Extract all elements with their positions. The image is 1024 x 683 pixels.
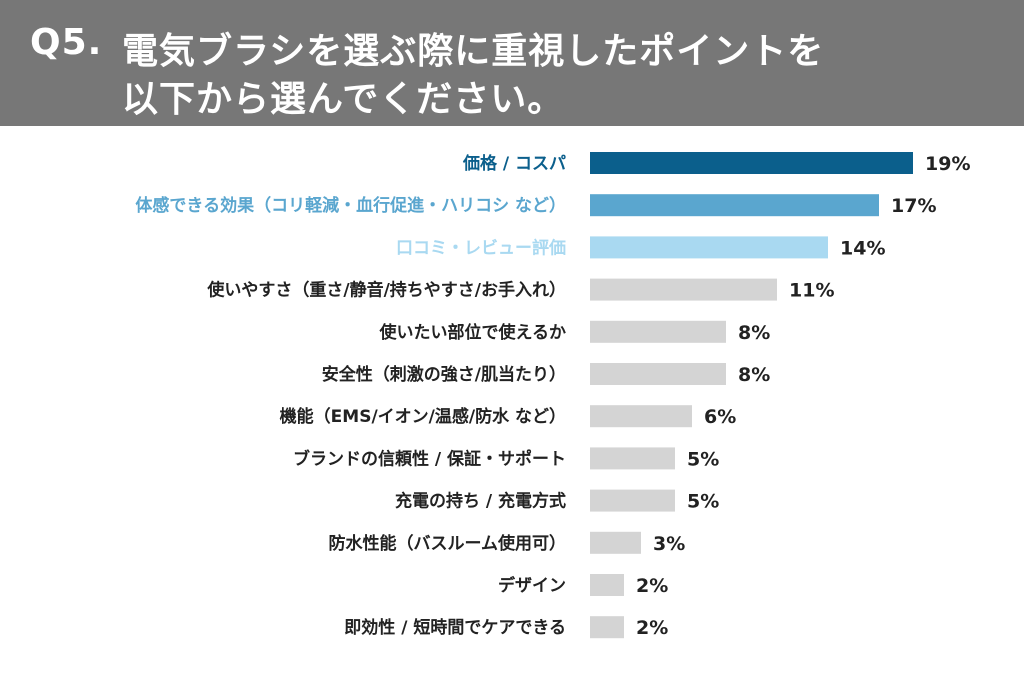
category-label: 防水性能（バスルーム使用可） — [329, 533, 567, 554]
bar — [590, 152, 913, 174]
value-label: 17% — [891, 195, 936, 217]
bar — [590, 405, 692, 428]
question-header: Q5. 電気ブラシを選ぶ際に重視したポイントを 以下から選んでください。 — [0, 0, 1024, 126]
bar — [590, 236, 828, 259]
category-label: 安全性（刺激の強さ/肌当たり） — [322, 364, 566, 385]
value-label: 19% — [925, 153, 970, 175]
value-label: 11% — [789, 280, 834, 302]
bar — [590, 489, 675, 512]
category-label: 体感できる効果（コリ軽減・血行促進・ハリコシ など） — [135, 195, 566, 216]
category-label: 充電の持ち / 充電方式 — [395, 491, 566, 512]
question-number: Q5. — [30, 22, 103, 63]
category-label: 使いたい部位で使えるか — [379, 322, 567, 343]
category-label: 機能（EMS/イオン/温感/防水 など） — [280, 406, 566, 427]
question-title-line1: 電気ブラシを選ぶ際に重視したポイントを — [122, 31, 825, 72]
value-label: 14% — [840, 237, 885, 259]
value-label: 2% — [636, 617, 668, 639]
category-label: 即効性 / 短時間でケアできる — [344, 617, 566, 638]
category-label: ブランドの信頼性 / 保証・サポート — [293, 448, 566, 469]
category-label: デザイン — [498, 575, 566, 596]
category-label: 価格 / コスパ — [462, 153, 566, 174]
question-title-line2: 以下から選んでください。 — [122, 79, 565, 120]
bar — [590, 194, 879, 217]
bar — [590, 363, 726, 385]
category-label: 口コミ・レビュー評価 — [396, 237, 566, 258]
bar — [590, 278, 777, 301]
value-label: 8% — [738, 322, 770, 344]
value-label: 8% — [738, 364, 770, 386]
value-label: 5% — [687, 491, 719, 513]
value-label: 5% — [687, 448, 719, 470]
bar — [590, 616, 624, 639]
value-label: 2% — [636, 575, 668, 597]
value-label: 3% — [653, 533, 685, 555]
bar — [590, 531, 641, 554]
value-label: 6% — [704, 406, 736, 428]
bar — [590, 320, 726, 343]
bar — [590, 447, 675, 470]
bar — [590, 574, 624, 596]
bar-chart: 価格 / コスパ 19% 体感できる効果（コリ軽減・血行促進・ハリコシ など） 17%… — [135, 152, 970, 639]
category-label: 使いやすさ（重さ/静音/持ちやすさ/お手入れ） — [206, 280, 566, 301]
